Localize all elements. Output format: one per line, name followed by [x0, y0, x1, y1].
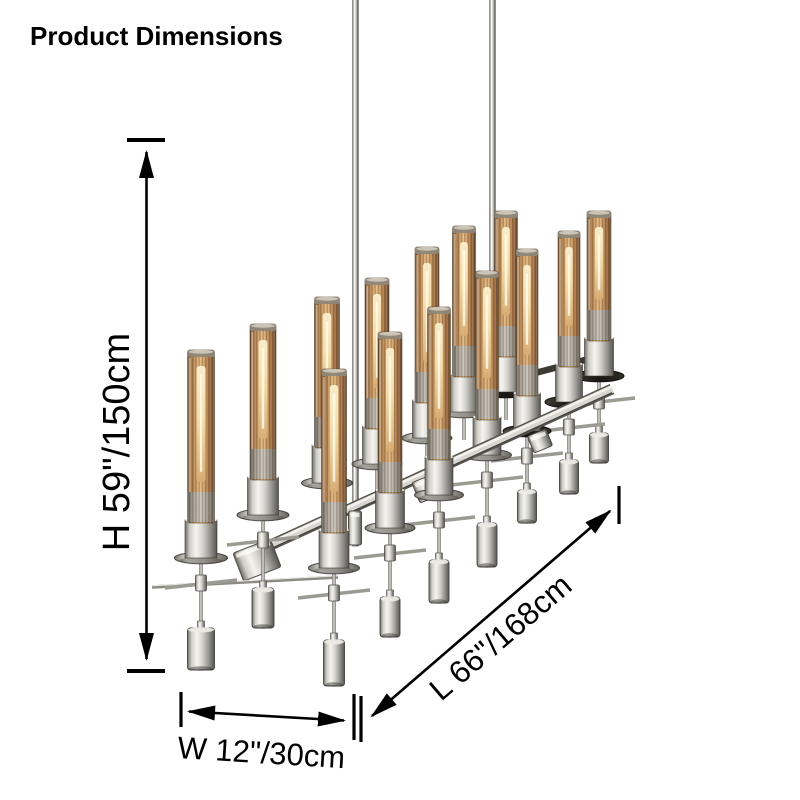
width-dimension-label: W 12"/30cm [177, 730, 347, 775]
chandelier-candle [532, 230, 606, 495]
chandelier-candle [562, 210, 636, 464]
arm-clamp [328, 584, 340, 602]
beam-joint-box [527, 429, 553, 453]
beam-joint-box [348, 510, 362, 546]
chandelier-candle [226, 323, 300, 629]
counterweight [517, 489, 537, 524]
arm-clamp [195, 574, 207, 592]
chandelier-candle [490, 248, 564, 524]
counterweight [476, 522, 498, 568]
counterweight [428, 559, 450, 604]
candle-cup [247, 476, 279, 516]
counterweight [187, 627, 215, 671]
page-title: Product Dimensions [30, 21, 283, 51]
height-dimension-label: H 59"/150cm [96, 333, 138, 551]
arm-clamp [521, 447, 533, 465]
counterweight [589, 432, 609, 464]
counterweight [323, 639, 345, 687]
arm-clamp [384, 544, 396, 562]
arm-clamp [481, 471, 493, 489]
counterweight [251, 587, 275, 629]
chandelier-candle [297, 368, 371, 687]
arm-clamp [257, 531, 269, 549]
chandelier-candle [164, 349, 238, 671]
counterweight [559, 459, 579, 495]
counterweight [379, 596, 401, 638]
length-arrow [370, 509, 612, 718]
arm-clamp [433, 511, 445, 529]
candle-cup [424, 456, 454, 496]
candle-cup [318, 529, 350, 569]
width-dimension: W 12"/30cm [177, 692, 363, 775]
candle-cup [375, 489, 405, 529]
candle-cup [184, 519, 218, 559]
length-dimension: L 66"/168cm [370, 486, 621, 718]
suspension-rod [352, 0, 359, 547]
height-dimension: H 59"/150cm [96, 138, 165, 673]
arm-clamp [563, 418, 575, 436]
candle-cup [584, 337, 614, 377]
width-arrow [187, 705, 346, 727]
candle-cup [555, 363, 583, 403]
candle-cup [449, 373, 479, 413]
